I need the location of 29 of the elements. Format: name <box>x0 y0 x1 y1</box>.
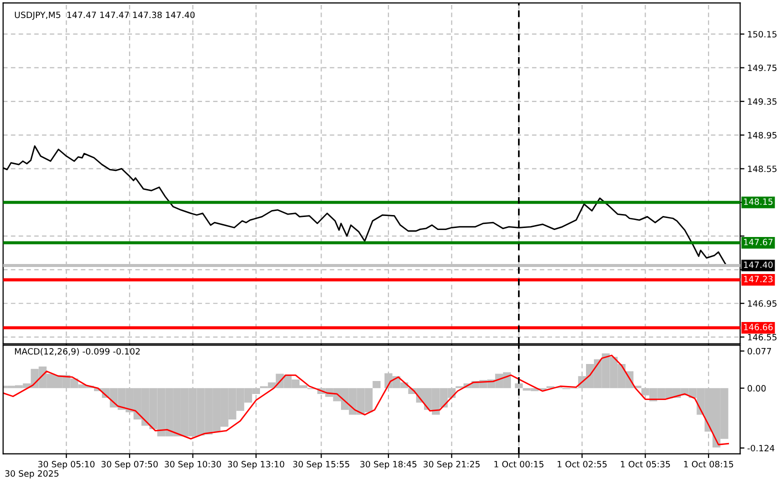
ref-line-label: 147.67 <box>744 238 772 246</box>
x-tick-label: 30 Sep 21:25 <box>424 460 480 470</box>
x-tick-label: 30 Sep 13:10 <box>228 460 284 470</box>
x-tick-label: 30 Sep 18:45 <box>360 460 416 470</box>
x-tick-label: 1 Oct 00:15 <box>494 460 544 468</box>
x-tick-label: 30 Sep 15:55 <box>293 460 350 470</box>
y-tick-label: 146.95 <box>748 300 776 307</box>
x-tick-label: 1 Oct 02:55 <box>558 460 607 468</box>
y-tick-label: 0.00 <box>748 385 766 392</box>
ref-line-label: 148.15 <box>744 198 772 205</box>
text: USDJPY,M5 147.47 147.47 147.38 147.40 <box>14 12 195 20</box>
ref-line-label: 146.66 <box>744 324 773 330</box>
text: 30 Sep 2025 <box>5 470 58 478</box>
y-tick-label: 150.15 <box>748 30 776 38</box>
y-tick-label: 148.55 <box>748 166 776 172</box>
x-tick-label: 1 Oct 05:35 <box>620 460 670 468</box>
x-tick-label: 30 Sep 07:50 <box>102 460 158 470</box>
ref-line-label: 147.23 <box>744 276 773 282</box>
y-tick-label: 149.75 <box>748 64 776 72</box>
y-tick-label: 146.55 <box>748 334 776 340</box>
x-tick-label: 1 Oct 08:15 <box>684 460 734 468</box>
ref-line-label: 147.40 <box>744 261 773 268</box>
x-tick-label: 30 Sep 10:30 <box>164 460 221 470</box>
y-tick-label: 0.077 <box>748 348 772 354</box>
y-tick-label: 149.35 <box>748 98 776 105</box>
chart-title: MACD(12,26,9) -0.099 -0.102 <box>15 348 140 356</box>
y-tick-label: -0.124 <box>748 444 774 452</box>
y-tick-label: 148.95 <box>748 132 776 138</box>
x-tick-label: 30 Sep 05:10 <box>38 460 95 470</box>
